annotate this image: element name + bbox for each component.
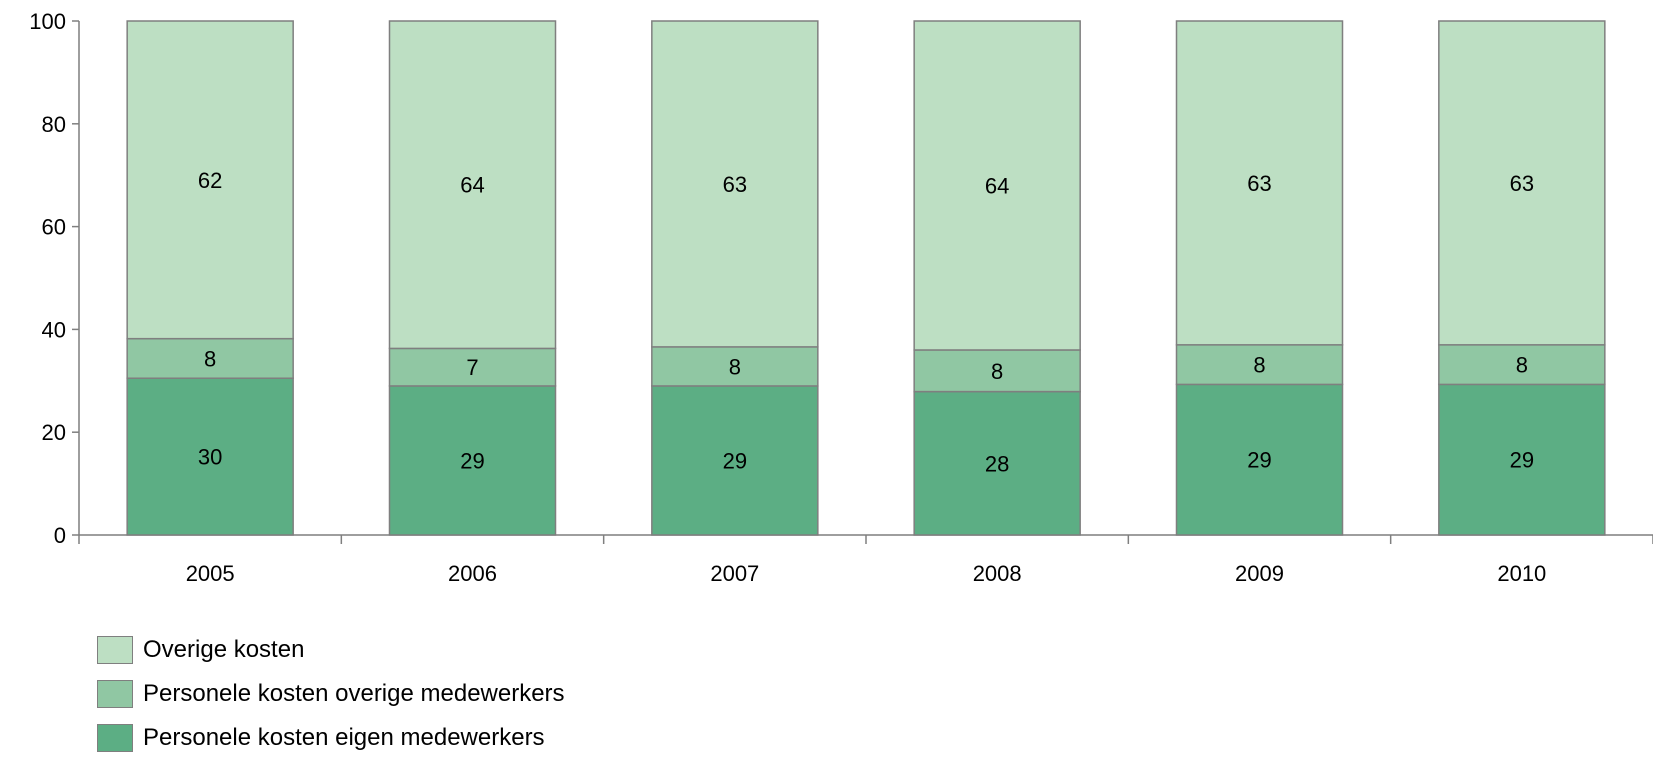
bar-segment [1438, 20, 1606, 346]
bar-segment [126, 377, 294, 536]
data-label: 8 [729, 354, 741, 379]
x-tick-label: 2008 [973, 561, 1022, 586]
y-tick-label: 100 [29, 9, 66, 34]
data-label: 8 [204, 346, 216, 371]
data-label: 30 [198, 445, 222, 470]
y-tick-label: 80 [42, 112, 66, 137]
data-label: 64 [460, 173, 484, 198]
data-label: 8 [991, 359, 1003, 384]
bar-segment [388, 385, 557, 536]
bar-segment [388, 20, 557, 350]
legend-label-personele-kosten-overige: Personele kosten overige medewerkers [143, 680, 565, 707]
bar-segment [126, 20, 294, 340]
legend-item-overige-kosten: Overige kosten [97, 628, 565, 672]
x-tick-label: 2005 [186, 561, 235, 586]
legend-swatch-personele-kosten-overige [97, 680, 133, 708]
data-label: 64 [985, 173, 1009, 198]
bar-segment [913, 349, 1081, 393]
data-label: 8 [1516, 353, 1528, 378]
data-label: 63 [1510, 171, 1534, 196]
bar-segment [1175, 383, 1344, 536]
legend-item-personele-kosten-eigen: Personele kosten eigen medewerkers [97, 716, 565, 760]
legend: Overige kosten Personele kosten overige … [97, 628, 565, 760]
bars [126, 20, 1606, 536]
y-tick-label: 40 [42, 317, 66, 342]
data-label: 29 [1510, 448, 1534, 473]
x-tick-label: 2009 [1235, 561, 1284, 586]
y-tick-label: 60 [42, 215, 66, 240]
y-axis: 0 20 40 60 80 100 [29, 9, 80, 548]
bar-segment [913, 20, 1081, 351]
data-label: 63 [723, 172, 747, 197]
data-labels: 30 8 62 29 7 64 29 8 63 28 8 64 29 8 63 29 8 63 [198, 168, 1534, 476]
data-label: 62 [198, 168, 222, 193]
bar-segment [1438, 383, 1606, 536]
legend-swatch-personele-kosten-eigen [97, 724, 133, 752]
bar-segment [913, 390, 1081, 536]
data-label: 29 [460, 448, 484, 473]
legend-item-personele-kosten-overige: Personele kosten overige medewerkers [97, 672, 565, 716]
x-tick-label: 2007 [710, 561, 759, 586]
data-label: 8 [1253, 353, 1265, 378]
y-tick-label: 20 [42, 420, 66, 445]
data-label: 7 [466, 355, 478, 380]
bar-segment [1175, 20, 1344, 346]
data-label: 63 [1247, 171, 1271, 196]
data-label: 29 [723, 448, 747, 473]
bar-segment [651, 20, 819, 348]
bar-segment [388, 347, 557, 387]
legend-swatch-overige-kosten [97, 636, 133, 664]
legend-label-personele-kosten-eigen: Personele kosten eigen medewerkers [143, 724, 545, 751]
bar-segment [651, 346, 819, 387]
legend-label-overige-kosten: Overige kosten [143, 636, 305, 663]
x-tick-label: 2010 [1497, 561, 1546, 586]
data-label: 28 [985, 451, 1009, 476]
bar-segment [1438, 344, 1606, 386]
y-tick-label: 0 [54, 523, 66, 548]
bar-segment [126, 337, 294, 379]
x-axis: 2005 2006 2007 2008 2009 2010 [78, 534, 1653, 586]
data-label: 29 [1247, 448, 1271, 473]
bar-segment [651, 385, 819, 536]
x-tick-label: 2006 [448, 561, 497, 586]
